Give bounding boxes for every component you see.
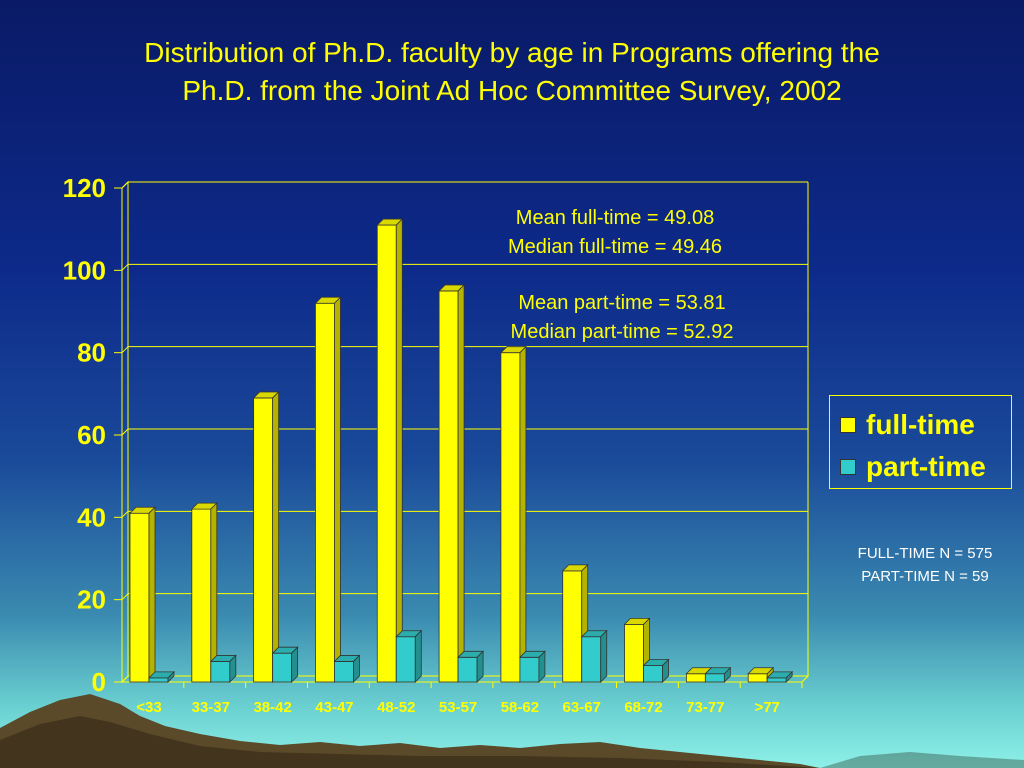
- grid-diagonal: [121, 428, 129, 436]
- x-tick-label: 43-47: [315, 699, 353, 716]
- parttime-stats: Mean part-time = 53.81 Median part-time …: [462, 289, 782, 347]
- x-tick-label: <33: [136, 699, 161, 716]
- fulltime-stats: Mean full-time = 49.08 Median full-time …: [455, 204, 775, 262]
- bar-side-part-time: [600, 629, 608, 683]
- bar-part-time: [272, 652, 293, 683]
- bar-part-time: [210, 661, 231, 683]
- bar-side-part-time: [476, 650, 484, 683]
- legend-label-fulltime: full-time: [866, 409, 975, 440]
- parttime-mean: Mean part-time = 53.81: [518, 292, 726, 314]
- bar-side-part-time: [229, 654, 237, 683]
- grid-diagonal: [121, 593, 129, 601]
- bar-part-time: [148, 677, 169, 683]
- bar-full-time: [253, 397, 274, 683]
- bar-full-time: [191, 508, 212, 683]
- y-tick-label: 80: [77, 338, 106, 368]
- x-tick-label: 33-37: [192, 699, 230, 716]
- grid-diagonal: [121, 181, 129, 189]
- x-tick-label: 73-77: [686, 699, 724, 716]
- bar-part-time: [766, 677, 787, 683]
- title-line-2: Ph.D. from the Joint Ad Hoc Committee Su…: [182, 75, 842, 106]
- y-tick-label: 0: [92, 667, 106, 697]
- bar-part-time: [395, 636, 416, 683]
- y-tick-label: 100: [63, 255, 106, 285]
- bar-side-part-time: [723, 666, 731, 683]
- chart-legend: full-time part-time: [829, 395, 1012, 489]
- bar-side-part-time: [538, 650, 546, 683]
- grid-diagonal: [121, 263, 129, 271]
- bar-side-full-time: [148, 506, 156, 683]
- y-tick-label: 20: [77, 585, 106, 615]
- bar-part-time: [643, 665, 663, 683]
- bar-side-part-time: [414, 629, 422, 683]
- x-tick-label: 53-57: [439, 699, 477, 716]
- legend-item-fulltime: full-time: [840, 406, 975, 444]
- bar-side-part-time: [167, 670, 175, 683]
- bar-full-time: [315, 302, 335, 683]
- bar-part-time: [519, 656, 540, 683]
- y-tick-label: 120: [63, 173, 106, 203]
- bar-side-full-time: [272, 390, 280, 683]
- bar-full-time: [376, 224, 397, 683]
- bar-full-time: [562, 570, 583, 683]
- fulltime-mean: Mean full-time = 49.08: [515, 207, 715, 229]
- bar-full-time: [685, 673, 706, 683]
- x-tick-label: 58-62: [501, 699, 539, 716]
- x-tick-label: 48-52: [377, 699, 415, 716]
- bar-part-time: [334, 661, 354, 683]
- legend-swatch-fulltime: [840, 417, 856, 433]
- parttime-n: PART-TIME N = 59: [861, 568, 989, 585]
- y-tick-label: 60: [77, 420, 106, 450]
- grid-diagonal: [121, 510, 129, 518]
- bar-full-time: [624, 623, 644, 683]
- bar-side-full-time: [519, 345, 527, 683]
- parttime-median: Median part-time = 52.92: [510, 321, 734, 343]
- legend-item-parttime: part-time: [840, 448, 986, 486]
- bar-full-time: [747, 673, 768, 683]
- bar-side-part-time: [785, 670, 793, 683]
- bar-part-time: [581, 636, 602, 683]
- bar-side-full-time: [334, 296, 341, 683]
- fulltime-n: FULL-TIME N = 575: [857, 545, 993, 562]
- bar-full-time: [500, 352, 521, 683]
- bar-part-time: [457, 656, 478, 683]
- bar-full-time: [438, 290, 459, 683]
- bar-side-part-time: [662, 658, 669, 683]
- x-tick-label: 63-67: [563, 699, 601, 716]
- bar-side-part-time: [291, 646, 299, 683]
- bar-full-time: [129, 512, 150, 683]
- fulltime-median: Median full-time = 49.46: [507, 236, 722, 258]
- y-tick-label: 40: [77, 502, 106, 532]
- sample-size-note: FULL-TIME N = 575 PART-TIME N = 59: [820, 542, 1024, 588]
- x-tick-label: 38-42: [253, 699, 291, 716]
- bar-side-full-time: [210, 502, 218, 683]
- chart-title: Distribution of Ph.D. faculty by age in …: [20, 34, 1004, 110]
- bar-side-full-time: [395, 218, 403, 683]
- grid-diagonal: [121, 346, 129, 354]
- title-line-1: Distribution of Ph.D. faculty by age in …: [144, 37, 880, 68]
- x-tick-label: 68-72: [624, 699, 662, 716]
- legend-swatch-parttime: [840, 459, 856, 475]
- x-tick-label: >77: [754, 699, 779, 716]
- bar-part-time: [704, 673, 725, 683]
- legend-label-parttime: part-time: [866, 451, 986, 482]
- bar-side-part-time: [353, 654, 360, 683]
